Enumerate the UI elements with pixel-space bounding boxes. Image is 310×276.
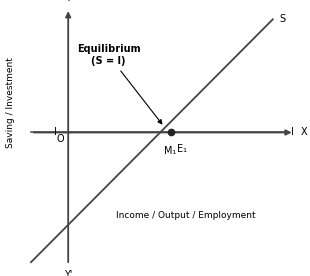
Text: S: S <box>279 14 285 24</box>
Text: O: O <box>57 134 64 144</box>
Text: I: I <box>55 128 57 137</box>
Text: E₁: E₁ <box>177 144 187 153</box>
Text: I: I <box>291 128 294 137</box>
Text: X: X <box>301 128 307 137</box>
Text: Equilibrium
(S = I): Equilibrium (S = I) <box>77 44 162 124</box>
Text: Saving / Investment: Saving / Investment <box>6 57 16 148</box>
Text: Y': Y' <box>64 270 73 276</box>
Text: Y: Y <box>65 0 71 3</box>
Text: Income / Output / Employment: Income / Output / Employment <box>116 211 256 220</box>
Text: M₁: M₁ <box>164 146 177 156</box>
